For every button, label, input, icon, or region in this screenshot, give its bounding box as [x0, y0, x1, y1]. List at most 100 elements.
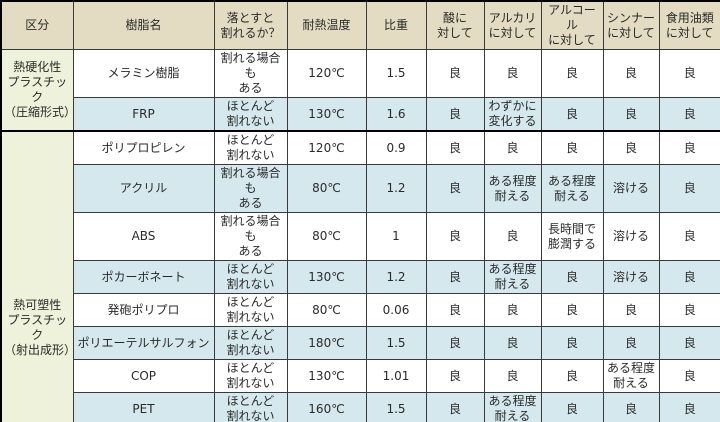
resin-name-cell: 発砲ポリプロ [72, 293, 215, 327]
acid-cell: 良 [425, 97, 485, 132]
thinner-cell: ある程度 耐える [602, 359, 660, 393]
resin-name-cell: COP [72, 359, 215, 393]
alkali-cell: ある程度 耐える [483, 392, 542, 422]
heat-cell: 120℃ [286, 130, 367, 165]
table-row: FRP ほとんど 割れない 130℃ 1.6 良 わずかに 変化する 良 良 良 [1, 97, 720, 132]
alcohol-cell: 良 [540, 49, 604, 98]
oil-cell: 良 [658, 260, 720, 294]
gravity-cell: 0.9 [365, 130, 427, 165]
thinner-cell: 良 [602, 326, 660, 360]
gravity-cell: 1.2 [365, 260, 427, 294]
table-row: 熱硬化性 プラスチック （圧縮形式） メラミン樹脂 割れる場合も ある 120℃… [0, 49, 720, 132]
alcohol-cell: ある程度 耐える [540, 164, 604, 213]
oil-cell: 良 [658, 130, 720, 165]
thinner-cell: 良 [602, 392, 660, 422]
oil-cell: 良 [658, 326, 720, 360]
thinner-cell: 良 [602, 130, 660, 165]
acid-cell: 良 [425, 326, 485, 360]
break-cell: 割れる場合も ある [213, 49, 288, 98]
acid-cell: 良 [425, 49, 485, 98]
table-row: 熱可塑性 プラスチック （射出成形） ポリプロピレン ほとんど 割れない 120… [0, 130, 720, 422]
oil-cell: 良 [658, 164, 720, 213]
alkali-cell: 良 [483, 130, 542, 165]
heat-cell: 120℃ [286, 49, 367, 98]
header-acid: 酸に 対して [425, 0, 485, 50]
alcohol-cell: 長時間で 膨潤する [540, 212, 604, 261]
thinner-cell: 良 [602, 293, 660, 327]
table-row: ポリエーテルサルフォン ほとんど 割れない 180℃ 1.5 良 良 良 良 良 [1, 326, 720, 360]
alkali-cell: 良 [483, 49, 542, 98]
heat-cell: 160℃ [286, 392, 367, 422]
alkali-cell: 良 [483, 293, 542, 327]
header-resin-name: 樹脂名 [72, 0, 215, 50]
header-heat-resistance: 耐熱温度 [286, 0, 367, 50]
alcohol-cell: 良 [540, 293, 604, 327]
thinner-cell: 溶ける [602, 260, 660, 294]
acid-cell: 良 [425, 260, 485, 294]
oil-cell: 良 [658, 293, 720, 327]
alcohol-cell: 良 [540, 359, 604, 393]
gravity-cell: 0.06 [365, 293, 427, 327]
alkali-cell: 良 [483, 212, 542, 261]
alcohol-cell: 良 [540, 392, 604, 422]
oil-cell: 良 [658, 359, 720, 393]
heat-cell: 130℃ [286, 97, 367, 132]
heat-cell: 80℃ [286, 164, 367, 213]
table-row: 発砲ポリプロ ほとんど 割れない 80℃ 0.06 良 良 良 良 良 [1, 293, 720, 327]
alcohol-cell: 良 [540, 260, 604, 294]
acid-cell: 良 [425, 212, 485, 261]
table-row: ABS 割れる場合も ある 80℃ 1 良 良 長時間で 膨潤する 溶ける 良 [1, 212, 720, 261]
thinner-cell: 溶ける [602, 212, 660, 261]
oil-cell: 良 [658, 97, 720, 132]
table-row: PET ほとんど 割れない 160℃ 1.5 良 ある程度 耐える 良 良 良 [1, 392, 720, 422]
resin-name-cell: ポリプロピレン [72, 130, 215, 165]
acid-cell: 良 [425, 293, 485, 327]
heat-cell: 80℃ [286, 293, 367, 327]
acid-cell: 良 [425, 164, 485, 213]
oil-cell: 良 [658, 49, 720, 98]
gravity-cell: 1.5 [365, 326, 427, 360]
header-category: 区分 [0, 0, 74, 50]
thinner-cell: 溶ける [602, 164, 660, 213]
break-cell: ほとんど 割れない [213, 97, 288, 132]
acid-cell: 良 [425, 359, 485, 393]
header-alcohol: アルコール に対して [540, 0, 604, 50]
oil-cell: 良 [658, 392, 720, 422]
gravity-cell: 1.2 [365, 164, 427, 213]
alcohol-cell: 良 [540, 97, 604, 132]
header-specific-gravity: 比重 [365, 0, 427, 50]
alkali-cell: わずかに 変化する [483, 97, 542, 132]
header-edible-oil: 食用油類 に対して [658, 0, 720, 50]
resin-name-cell: アクリル [72, 164, 215, 213]
resin-name-cell: ポリエーテルサルフォン [72, 326, 215, 360]
acid-cell: 良 [425, 392, 485, 422]
thinner-cell: 良 [602, 97, 660, 132]
header-alkali: アルカリ に対して [483, 0, 542, 50]
heat-cell: 80℃ [286, 212, 367, 261]
oil-cell: 良 [658, 212, 720, 261]
thinner-cell: 良 [602, 49, 660, 98]
header-thinner: シンナー に対して [602, 0, 660, 50]
alkali-cell: 良 [483, 326, 542, 360]
break-cell: ほとんど 割れない [213, 392, 288, 422]
break-cell: 割れる場合も ある [213, 212, 288, 261]
resin-name-cell: メラミン樹脂 [72, 49, 215, 98]
break-cell: ほとんど 割れない [213, 326, 288, 360]
gravity-cell: 1 [365, 212, 427, 261]
break-cell: ほとんど 割れない [213, 260, 288, 294]
alkali-cell: 良 [483, 359, 542, 393]
gravity-cell: 1.6 [365, 97, 427, 132]
table-row: アクリル 割れる場合も ある 80℃ 1.2 良 ある程度 耐える ある程度 耐… [1, 164, 720, 213]
heat-cell: 130℃ [286, 260, 367, 294]
table-row: COP ほとんど 割れない 130℃ 1.01 良 良 良 ある程度 耐える 良 [1, 359, 720, 393]
resin-name-cell: PET [72, 392, 215, 422]
category-cell-thermoplastic: 熱可塑性 プラスチック （射出成形） [0, 130, 74, 422]
break-cell: ほとんど 割れない [213, 293, 288, 327]
resin-name-cell: ポカーボネート [72, 260, 215, 294]
gravity-cell: 1.5 [365, 392, 427, 422]
header-break-when-dropped: 落とすと 割れるか？ [213, 0, 288, 50]
alcohol-cell: 良 [540, 326, 604, 360]
header-row: 区分 樹脂名 落とすと 割れるか？ 耐熱温度 比重 酸に 対して アルカリ に対… [0, 0, 720, 50]
